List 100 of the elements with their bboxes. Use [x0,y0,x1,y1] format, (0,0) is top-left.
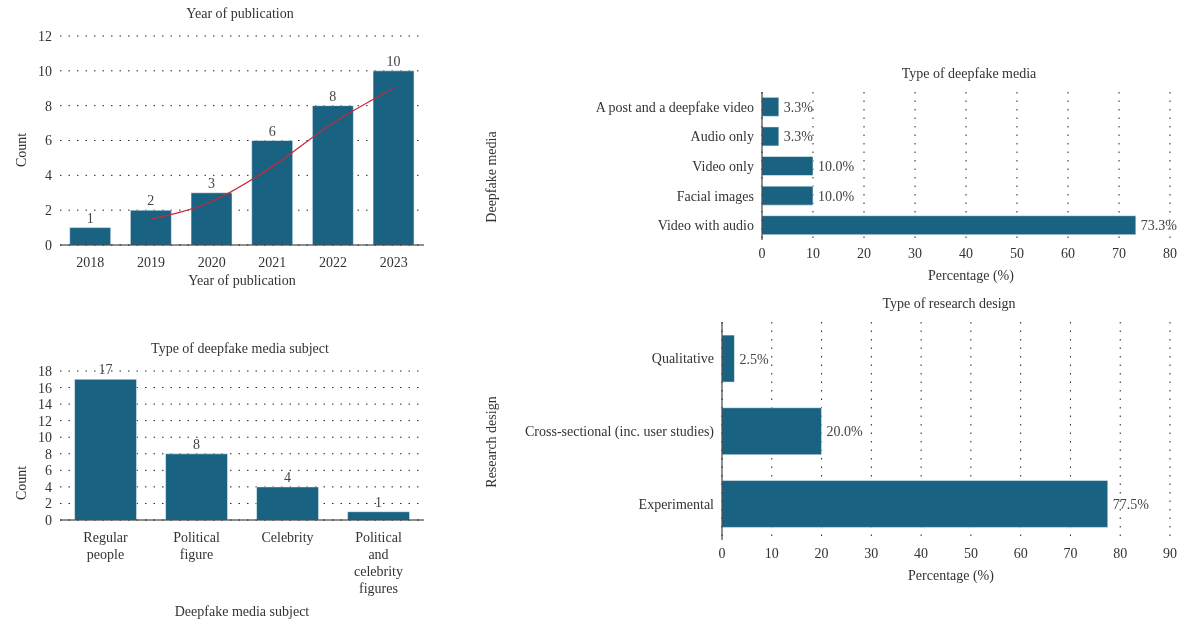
y-tick-label: Experimental [638,496,715,512]
y-tick-label: Video only [692,158,754,174]
y-tick-label: 12 [38,413,52,429]
y-axis-title: Count [14,465,30,500]
data-label: 17 [98,362,113,378]
data-label: 77.5% [1112,496,1150,512]
x-tick-label: 2023 [379,255,408,270]
data-label: 20.0% [826,424,864,440]
y-tick-label: 8 [45,446,52,462]
bar [130,209,172,245]
x-tick-label: 0 [758,245,766,261]
data-label: 2.5% [739,351,769,367]
x-tick-label: 20 [814,545,829,561]
y-tick-label: Audio only [690,129,754,145]
y-tick-label: Facial images [676,188,754,204]
y-tick-label: 16 [38,380,52,396]
x-tick-label: 70 [1063,545,1078,561]
x-tick-label: 40 [914,545,929,561]
bar [190,192,233,245]
y-tick-label: 0 [45,512,52,528]
y-tick-label: 8 [45,98,52,114]
chart-title: Year of publication [185,6,295,22]
y-tick-label: Video with audio [657,218,754,234]
x-tick-label: Celebrity [261,530,314,545]
data-label: 10.0% [818,159,855,174]
bar [722,407,822,455]
x-tick-label: Political figure [173,530,220,562]
x-tick-label: 10 [806,245,820,261]
data-label: 73.3% [1140,218,1178,234]
x-tick-label: 2021 [258,255,287,270]
chart-title: Type of deepfake media [900,66,1038,82]
data-label: 1 [375,494,383,510]
bar [165,453,228,520]
x-axis-title: Percentage (%) [927,268,1015,284]
y-axis-title: Deepfake media [484,131,500,223]
x-tick-label: Regular people [83,530,128,562]
x-tick-label: 50 [963,545,978,561]
data-label: 3.3% [783,99,814,115]
bar [722,480,1109,528]
bar [74,379,137,520]
x-tick-label: 30 [908,245,922,261]
data-label: 10 [386,53,401,69]
y-tick-label: 2 [45,496,52,512]
bar [347,511,410,520]
x-tick-label: 90 [1163,545,1177,561]
y-tick-label: 14 [38,397,52,413]
x-tick-label: 2020 [197,255,226,270]
y-tick-label: 10 [38,63,52,79]
x-tick-label: 80 [1113,545,1128,561]
x-tick-label: 40 [959,245,973,261]
y-axis-title: Count [14,132,30,167]
data-label: 10.0% [818,188,855,204]
bar [69,227,111,245]
bar [762,185,814,206]
y-tick-label: 6 [45,133,52,149]
data-label: 6 [268,123,276,139]
data-label: 3 [208,175,216,191]
bar [251,140,293,245]
bar [762,97,780,117]
x-tick-label: 60 [1061,245,1075,261]
x-axis-title: Percentage (%) [907,568,995,584]
x-tick-label: 10 [764,545,779,561]
x-tick-label: 70 [1112,245,1126,261]
bar [256,486,319,520]
x-tick-label: 2022 [319,255,347,270]
chart-title: Type of research design [881,296,1017,312]
y-tick-label: 12 [38,28,52,44]
y-tick-label: 2 [45,203,52,219]
data-label: 8 [329,88,337,104]
x-tick-label: Political and celebrity figures [354,530,403,596]
data-label: 2 [147,193,155,209]
x-tick-label: 30 [864,545,879,561]
y-tick-label: Cross-sectional (inc. user studies) [525,423,715,440]
x-axis-title: Year of publication [187,273,297,289]
data-label: 3.3% [783,129,814,145]
y-tick-label: 4 [45,479,52,495]
data-label: 8 [193,436,201,452]
x-axis-title: Deepfake media subject [173,604,311,620]
y-tick-label: Qualitative [651,351,714,367]
data-label: 1 [86,210,94,226]
bar [762,215,1137,235]
x-tick-label: 2019 [137,255,165,270]
chart-title: Type of deepfake media subject [150,341,330,357]
bar [372,70,415,245]
data-label: 4 [284,469,292,485]
y-tick-label: 4 [45,168,52,184]
y-tick-label: 10 [38,430,52,446]
bar [312,105,354,245]
bar [762,156,814,176]
y-tick-label: A post and a deepfake video [595,99,754,115]
y-tick-label: 6 [45,463,52,479]
x-tick-label: 20 [857,245,871,261]
x-tick-label: 2018 [76,255,105,270]
y-axis-title: Research design [484,396,500,488]
line-series [150,87,395,220]
bar [722,334,735,383]
x-tick-label: 50 [1010,245,1024,261]
bar [762,126,780,147]
y-tick-label: 18 [38,363,52,379]
x-tick-label: 60 [1013,545,1028,561]
